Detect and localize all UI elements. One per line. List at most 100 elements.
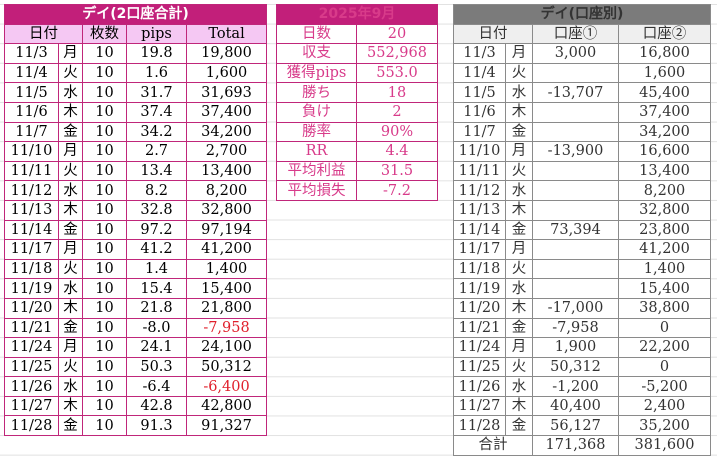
total-cell[interactable]: 32,800	[185, 199, 268, 221]
account-1-cell[interactable]	[532, 258, 619, 280]
total-cell[interactable]: 13,400	[185, 160, 268, 182]
lots-cell[interactable]: 10	[82, 141, 127, 162]
total-cell[interactable]: 8,200	[185, 180, 268, 201]
label-cell[interactable]: 勝率	[276, 121, 357, 143]
lots-cell[interactable]: 10	[82, 278, 127, 299]
lots-cell[interactable]: 10	[82, 219, 127, 241]
account-2-cell[interactable]: 0	[617, 317, 712, 339]
lots-cell[interactable]: 10	[82, 337, 127, 358]
date-cell[interactable]: 11/27	[4, 395, 59, 417]
weekday-cell[interactable]: 火	[58, 258, 83, 280]
total-cell[interactable]: 24,100	[185, 337, 268, 358]
weekday-cell[interactable]: 水	[58, 82, 83, 103]
pips-cell[interactable]: 13.4	[126, 160, 187, 182]
lots-cell[interactable]: 10	[82, 376, 127, 397]
date-cell[interactable]: 11/17	[453, 239, 506, 260]
weekday-cell[interactable]: 火	[505, 258, 533, 280]
date-cell[interactable]: 11/20	[453, 297, 506, 319]
label-cell[interactable]: 平均利益	[276, 160, 357, 182]
date-cell[interactable]: 11/7	[4, 121, 59, 143]
date-cell[interactable]: 11/19	[453, 278, 506, 299]
total-cell[interactable]: 41,200	[185, 239, 268, 260]
account-2-cell[interactable]: 8,200	[617, 180, 712, 201]
total-cell[interactable]: 91,327	[185, 415, 268, 437]
pips-cell[interactable]: 2.7	[126, 141, 187, 162]
weekday-cell[interactable]: 金	[505, 415, 533, 437]
weekday-cell[interactable]: 月	[58, 337, 83, 358]
weekday-cell[interactable]: 木	[505, 395, 533, 417]
pips-cell[interactable]: 42.8	[126, 395, 187, 417]
date-cell[interactable]: 11/28	[4, 415, 59, 437]
weekday-cell[interactable]: 金	[58, 121, 83, 143]
pips-cell[interactable]: 37.4	[126, 101, 187, 123]
account-1-cell[interactable]	[532, 278, 619, 299]
lots-cell[interactable]: 10	[82, 297, 127, 319]
account-1-cell[interactable]	[532, 180, 619, 201]
date-cell[interactable]: 11/4	[453, 62, 506, 84]
pips-cell[interactable]: 32.8	[126, 199, 187, 221]
account-1-cell[interactable]	[532, 239, 619, 260]
pips-cell[interactable]: 1.6	[126, 62, 187, 84]
weekday-cell[interactable]: 月	[505, 337, 533, 358]
weekday-cell[interactable]: 水	[58, 180, 83, 201]
lots-cell[interactable]: 10	[82, 258, 127, 280]
date-cell[interactable]: 11/21	[453, 317, 506, 339]
date-cell[interactable]: 11/18	[453, 258, 506, 280]
weekday-cell[interactable]: 月	[505, 141, 533, 162]
account-1-cell[interactable]: 73,394	[532, 219, 619, 241]
pips-cell[interactable]: 34.2	[126, 121, 187, 143]
date-cell[interactable]: 11/6	[4, 101, 59, 123]
date-cell[interactable]: 11/13	[453, 199, 506, 221]
account-1-cell[interactable]	[532, 199, 619, 221]
total-cell[interactable]: 19,800	[185, 43, 268, 64]
date-cell[interactable]: 11/12	[453, 180, 506, 201]
account-1-cell[interactable]: 1,900	[532, 337, 619, 358]
account-2-cell[interactable]: 16,800	[617, 43, 712, 64]
account-1-cell[interactable]	[532, 101, 619, 123]
lots-cell[interactable]: 10	[82, 415, 127, 437]
weekday-cell[interactable]: 水	[505, 180, 533, 201]
date-cell[interactable]: 11/10	[453, 141, 506, 162]
account-1-cell[interactable]: -17,000	[532, 297, 619, 319]
label-cell[interactable]: 負け	[276, 101, 357, 123]
label-cell[interactable]: RR	[276, 141, 357, 162]
total-cell[interactable]: 42,800	[185, 395, 268, 417]
account-2-cell[interactable]: 2,400	[617, 395, 712, 417]
weekday-cell[interactable]: 木	[58, 395, 83, 417]
value-cell[interactable]: 31.5	[356, 160, 438, 182]
weekday-cell[interactable]: 水	[505, 376, 533, 397]
value-cell[interactable]: -7.2	[356, 180, 438, 201]
value-cell[interactable]: 90%	[356, 121, 438, 143]
pips-cell[interactable]: 97.2	[126, 219, 187, 241]
pips-cell[interactable]: 8.2	[126, 180, 187, 201]
date-cell[interactable]: 11/17	[4, 239, 59, 260]
weekday-cell[interactable]: 水	[58, 376, 83, 397]
weekday-cell[interactable]: 水	[505, 278, 533, 299]
pips-cell[interactable]: 21.8	[126, 297, 187, 319]
date-cell[interactable]: 11/24	[453, 337, 506, 358]
weekday-cell[interactable]: 火	[58, 356, 83, 378]
total-cell[interactable]: 50,312	[185, 356, 268, 378]
weekday-cell[interactable]: 金	[58, 317, 83, 339]
total-cell[interactable]: 1,400	[185, 258, 268, 280]
account-1-cell[interactable]: -7,958	[532, 317, 619, 339]
lots-cell[interactable]: 10	[82, 43, 127, 64]
account-2-cell[interactable]: 37,400	[617, 101, 712, 123]
weekday-cell[interactable]: 火	[505, 356, 533, 378]
lots-cell[interactable]: 10	[82, 317, 127, 339]
weekday-cell[interactable]: 木	[58, 297, 83, 319]
weekday-cell[interactable]: 木	[505, 199, 533, 221]
date-cell[interactable]: 11/26	[4, 376, 59, 397]
account-1-cell[interactable]: 56,127	[532, 415, 619, 437]
lots-cell[interactable]: 10	[82, 82, 127, 103]
account-2-cell[interactable]: 45,400	[617, 82, 712, 103]
date-cell[interactable]: 11/14	[4, 219, 59, 241]
date-cell[interactable]: 11/13	[4, 199, 59, 221]
date-cell[interactable]: 11/20	[4, 297, 59, 319]
value-cell[interactable]: 552,968	[356, 43, 438, 64]
account-1-cell[interactable]: -13,900	[532, 141, 619, 162]
total-cell[interactable]: 1,600	[185, 62, 268, 84]
account-1-cell[interactable]: 50,312	[532, 356, 619, 378]
account-2-cell[interactable]: 13,400	[617, 160, 712, 182]
account-2-cell[interactable]: 38,800	[617, 297, 712, 319]
